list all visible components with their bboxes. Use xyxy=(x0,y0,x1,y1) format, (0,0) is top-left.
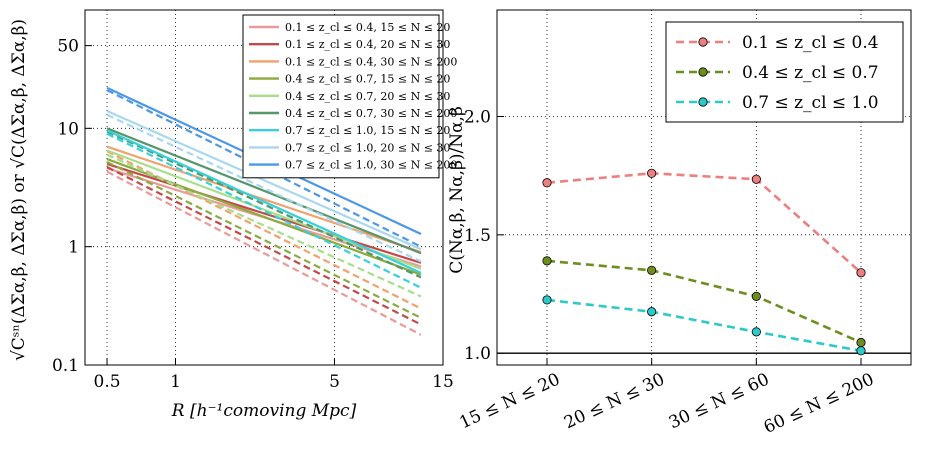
left-series-dashed-line xyxy=(106,113,422,263)
right-data-point xyxy=(856,346,866,356)
left-axes-frame xyxy=(84,9,444,366)
left-series-dashed-line xyxy=(106,170,422,336)
right-legend: 0.1 ≤ z_cl ≤ 0.4 0.4 ≤ z_cl ≤ 0.7 0.7 ≤ z_… xyxy=(665,21,904,123)
left-y-tick-label: 0.1 xyxy=(52,356,79,376)
left-x-tick-label: 5 xyxy=(329,372,340,392)
right-data-point xyxy=(751,291,761,301)
right-y-axis-label: C(Nα,β, Nα,β)/Nα,β xyxy=(447,106,467,274)
left-x-tick-label: 15 xyxy=(432,372,454,392)
right-series-line xyxy=(546,298,862,353)
right-data-point xyxy=(751,327,761,337)
left-legend-label: 0.7 ≤ z_cl ≤ 1.0, 15 ≤ N ≤ 20 xyxy=(285,124,450,137)
right-x-tick-label: 60 ≤ N ≤ 200 xyxy=(761,369,877,437)
left-legend-label: 0.7 ≤ z_cl ≤ 1.0, 20 ≤ N ≤ 30 xyxy=(285,141,450,154)
right-data-point xyxy=(856,268,866,278)
left-legend-label: 0.1 ≤ z_cl ≤ 0.4, 15 ≤ N ≤ 20 xyxy=(285,21,450,34)
left-legend-box xyxy=(242,14,440,179)
left-legend: 0.1 ≤ z_cl ≤ 0.4, 15 ≤ N ≤ 20 0.1 ≤ z_cl … xyxy=(242,14,457,179)
right-x-tick-label: 15 ≤ N ≤ 20 xyxy=(457,369,564,433)
left-x-tick-label: 0.5 xyxy=(94,372,121,392)
left-y-tick-label: 50 xyxy=(57,37,79,57)
right-x-tick-label: 30 ≤ N ≤ 60 xyxy=(666,369,773,433)
left-series-dashed-line xyxy=(106,89,422,248)
right-x-tick-label: 20 ≤ N ≤ 30 xyxy=(561,369,668,433)
right-data-point xyxy=(542,295,552,305)
right-y-tick-label: 1.0 xyxy=(464,344,491,364)
right-data-point xyxy=(647,168,657,178)
left-legend-label: 0.1 ≤ z_cl ≤ 0.4, 30 ≤ N ≤ 200 xyxy=(285,55,457,68)
right-data-point xyxy=(647,307,657,317)
left-y-tick-label: 1 xyxy=(68,238,79,258)
left-series-dashed-line xyxy=(106,132,422,289)
right-plot-lines xyxy=(542,168,866,356)
right-y-tick-label: 2.0 xyxy=(464,108,491,128)
left-series-dashed-line xyxy=(106,130,422,279)
right-legend-marker xyxy=(698,37,708,47)
left-y-axis-label: √Cˢⁿ(ΔΣα,β, ΔΣα,β) or √C(ΔΣα,β, ΔΣα,β) xyxy=(9,19,29,361)
right-y-tick-label: 1.5 xyxy=(464,226,491,246)
left-y-tick-label: 10 xyxy=(57,119,79,139)
left-series-solid-line xyxy=(106,127,422,255)
right-data-point xyxy=(542,178,552,188)
right-series-line xyxy=(546,171,862,274)
right-legend-label: 0.1 ≤ z_cl ≤ 0.4 xyxy=(742,33,879,53)
left-series-dashed-line xyxy=(106,153,422,298)
right-data-point xyxy=(542,256,552,266)
right-legend-label: 0.7 ≤ z_cl ≤ 1.0 xyxy=(742,93,879,113)
right-axes-frame xyxy=(496,9,912,366)
left-legend-label: 0.7 ≤ z_cl ≤ 1.0, 30 ≤ N ≤ 200 xyxy=(285,159,457,172)
right-legend-marker xyxy=(698,97,708,107)
right-data-point xyxy=(647,265,657,275)
left-series-solid-line xyxy=(106,129,422,274)
left-legend-label: 0.4 ≤ z_cl ≤ 0.7, 15 ≤ N ≤ 20 xyxy=(285,73,450,86)
left-series-solid-line xyxy=(106,145,422,254)
left-series-solid-line xyxy=(106,162,422,264)
left-legend-label: 0.1 ≤ z_cl ≤ 0.4, 20 ≤ N ≤ 30 xyxy=(285,38,450,51)
left-legend-label: 0.4 ≤ z_cl ≤ 0.7, 30 ≤ N ≤ 200 xyxy=(285,107,457,120)
left-x-tick-label: 1 xyxy=(170,372,181,392)
right-data-point xyxy=(751,174,761,184)
left-series-dashed-line xyxy=(106,160,422,319)
left-series-dashed-line xyxy=(106,166,422,326)
right-series-line xyxy=(546,259,862,344)
right-data-point xyxy=(856,337,866,348)
left-legend-label: 0.4 ≤ z_cl ≤ 0.7, 20 ≤ N ≤ 30 xyxy=(285,90,450,103)
left-series-solid-line xyxy=(106,110,422,251)
right-legend-label: 0.4 ≤ z_cl ≤ 0.7 xyxy=(742,63,879,83)
left-x-axis-label: R [h⁻¹comoving Mpc] xyxy=(171,401,357,421)
right-legend-marker xyxy=(698,67,708,77)
